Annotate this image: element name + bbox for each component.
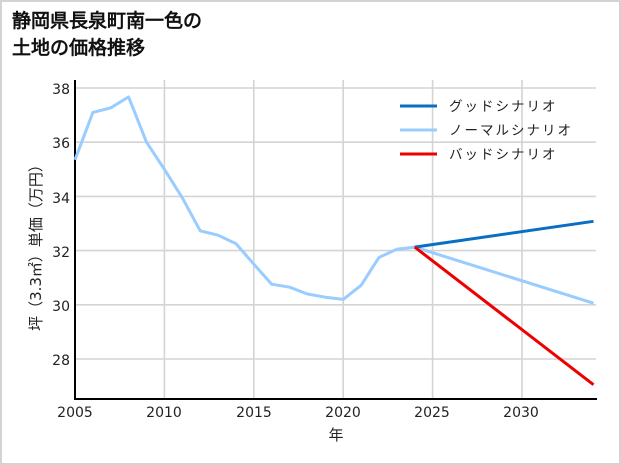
y-axis-label: 坪（3.3㎡）単価（万円） xyxy=(27,157,45,331)
x-axis-label: 年 xyxy=(328,426,343,444)
series-line xyxy=(414,219,594,249)
chart-title-line-2: 土地の価格推移 xyxy=(12,37,146,59)
grid-lines xyxy=(74,80,596,399)
chart-title-line-1: 静岡県長泉町南一色の xyxy=(12,10,203,32)
y-tick-label: 28 xyxy=(52,353,70,369)
x-tick-label: 2015 xyxy=(236,405,272,421)
legend-label-good: グッドシナリオ xyxy=(449,99,558,115)
y-tick-label: 38 xyxy=(52,82,70,98)
legend-label-normal: ノーマルシナリオ xyxy=(449,123,573,139)
y-tick-label: 32 xyxy=(52,245,70,261)
y-tick-label: 36 xyxy=(52,136,70,152)
x-tick-label: 2005 xyxy=(57,405,93,421)
chart-title: 静岡県長泉町南一色の 土地の価格推移 xyxy=(12,8,202,62)
x-tick-label: 2010 xyxy=(146,405,182,421)
y-tick-labels: 38 36 34 32 30 28 xyxy=(52,82,70,369)
data-series xyxy=(73,95,595,386)
y-tick-label: 30 xyxy=(52,299,70,315)
x-tick-labels: 2005 2010 2015 2020 2025 2030 xyxy=(57,405,539,421)
x-tick-label: 2030 xyxy=(503,405,539,421)
x-tick-label: 2025 xyxy=(414,405,450,421)
legend: グッドシナリオ ノーマルシナリオ バッドシナリオ xyxy=(400,99,573,163)
y-tick-label: 34 xyxy=(52,191,70,207)
series-line xyxy=(73,95,594,305)
x-tick-label: 2020 xyxy=(325,405,361,421)
series-line xyxy=(413,245,595,386)
legend-label-bad: バッドシナリオ xyxy=(449,147,558,163)
